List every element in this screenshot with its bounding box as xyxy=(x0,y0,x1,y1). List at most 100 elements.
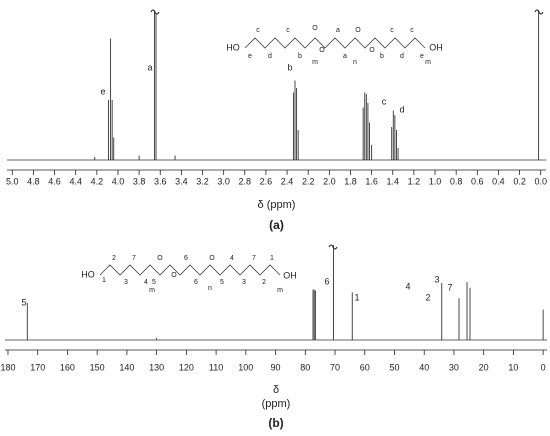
x-tick-label: 0.8 xyxy=(450,176,463,186)
x-tick-label: 1.8 xyxy=(344,176,357,186)
structure-label: O xyxy=(171,272,177,279)
peak-label: c xyxy=(382,96,387,106)
peak-label: a xyxy=(147,62,152,72)
structure-label: 1 xyxy=(102,277,106,284)
structure-label: 4 xyxy=(144,279,148,286)
caption: (a) xyxy=(269,218,284,232)
x-tick-label: 0.6 xyxy=(471,176,484,186)
x-tick-label: 170 xyxy=(30,362,45,372)
x-tick-label: 3.2 xyxy=(196,176,209,186)
x-tick-label: 30 xyxy=(449,362,459,372)
structure-label: m xyxy=(312,59,318,66)
structure-label: m xyxy=(149,287,155,294)
x-tick-label: 2.6 xyxy=(260,176,273,186)
structure-label: O xyxy=(312,25,318,32)
x-tick-label: 0 xyxy=(541,362,546,372)
x-tick-label: 90 xyxy=(271,362,281,372)
x-tick-label: 2.8 xyxy=(239,176,252,186)
break-mark xyxy=(150,9,160,15)
x-tick-label: 1.4 xyxy=(386,176,399,186)
structure-label: HO xyxy=(226,42,240,52)
structure-label: 5 xyxy=(152,279,156,286)
peak-label: 7 xyxy=(447,282,452,292)
structure-label: 7 xyxy=(252,255,256,262)
x-tick-label: 180 xyxy=(0,362,15,372)
structure-label: c xyxy=(390,27,394,34)
x-tick-label: 20 xyxy=(479,362,489,372)
structure-label: 4 xyxy=(230,255,234,262)
peak-label: d xyxy=(399,104,404,114)
structure-label: c xyxy=(256,27,260,34)
x-tick-label: 3.6 xyxy=(154,176,167,186)
x-tick-label: 120 xyxy=(179,362,194,372)
structure-bond xyxy=(244,37,426,49)
structure-label: 7 xyxy=(132,255,136,262)
structure-label: HO xyxy=(81,269,95,279)
x-tick-label: 140 xyxy=(119,362,134,372)
structure-label: O xyxy=(209,255,215,262)
x-tick-label: 100 xyxy=(238,362,253,372)
x-axis-label: (ppm) xyxy=(262,398,291,410)
peak-label: 1 xyxy=(354,292,359,302)
x-tick-label: 150 xyxy=(90,362,105,372)
x-tick-label: 50 xyxy=(389,362,399,372)
peak-label: 5 xyxy=(21,297,26,307)
structure-label: d xyxy=(400,53,404,60)
structure-label: a xyxy=(343,53,347,60)
x-tick-label: 1.6 xyxy=(365,176,378,186)
x-tick-label: 4.4 xyxy=(69,176,82,186)
structure-label: O xyxy=(157,255,163,262)
structure-label: 6 xyxy=(194,279,198,286)
x-tick-label: 5.0 xyxy=(6,176,19,186)
x-tick-label: 4.6 xyxy=(48,176,61,186)
structure-label: 5 xyxy=(220,279,224,286)
x-tick-label: 2.2 xyxy=(302,176,315,186)
x-tick-label: 130 xyxy=(149,362,164,372)
x-axis-label: δ (ppm) xyxy=(258,199,296,211)
x-tick-label: 4.8 xyxy=(27,176,40,186)
structure-label: b xyxy=(298,53,302,60)
structure-label: 3 xyxy=(124,279,128,286)
x-tick-label: 3.4 xyxy=(175,176,188,186)
x-tick-label: 80 xyxy=(300,362,310,372)
x-tick-label: 0.0 xyxy=(534,176,547,186)
peak-label: 4 xyxy=(405,281,410,291)
structure-label: 1 xyxy=(270,255,274,262)
structure-bond xyxy=(99,264,281,276)
structure-label: e xyxy=(420,53,424,60)
x-tick-label: 1.2 xyxy=(408,176,421,186)
x-tick-label: 40 xyxy=(419,362,429,372)
x-tick-label: 3.8 xyxy=(133,176,146,186)
structure-label: c xyxy=(286,27,290,34)
peak-label: b xyxy=(287,62,292,72)
structure-label: OH xyxy=(429,42,443,52)
structure-label: 2 xyxy=(112,255,116,262)
structure-label: n xyxy=(353,59,357,66)
x-tick-label: 70 xyxy=(330,362,340,372)
x-tick-label: 4.0 xyxy=(112,176,125,186)
x-tick-label: 3.0 xyxy=(217,176,230,186)
structure-label: c xyxy=(410,27,414,34)
break-mark xyxy=(328,244,338,250)
x-tick-label: 2.4 xyxy=(281,176,294,186)
structure-label: a xyxy=(336,27,340,34)
structure-label: n xyxy=(208,285,212,292)
x-tick-label: 1.0 xyxy=(429,176,442,186)
structure-label: O xyxy=(355,27,361,34)
x-tick-label: 160 xyxy=(60,362,75,372)
peak-label: 6 xyxy=(324,276,329,286)
structure-label: 6 xyxy=(184,255,188,262)
structure-label: m xyxy=(425,59,431,66)
structure-label: 2 xyxy=(262,279,266,286)
x-tick-label: 60 xyxy=(360,362,370,372)
x-tick-label: 10 xyxy=(508,362,518,372)
structure-label: m xyxy=(277,287,283,294)
structure-label: OH xyxy=(283,270,297,280)
structure-label: e xyxy=(248,53,252,60)
peak-label: 3 xyxy=(434,274,439,284)
caption: (b) xyxy=(268,416,283,430)
peak-label: e xyxy=(100,86,105,96)
x-tick-label: 110 xyxy=(209,362,223,372)
structure-label: O xyxy=(369,47,375,54)
